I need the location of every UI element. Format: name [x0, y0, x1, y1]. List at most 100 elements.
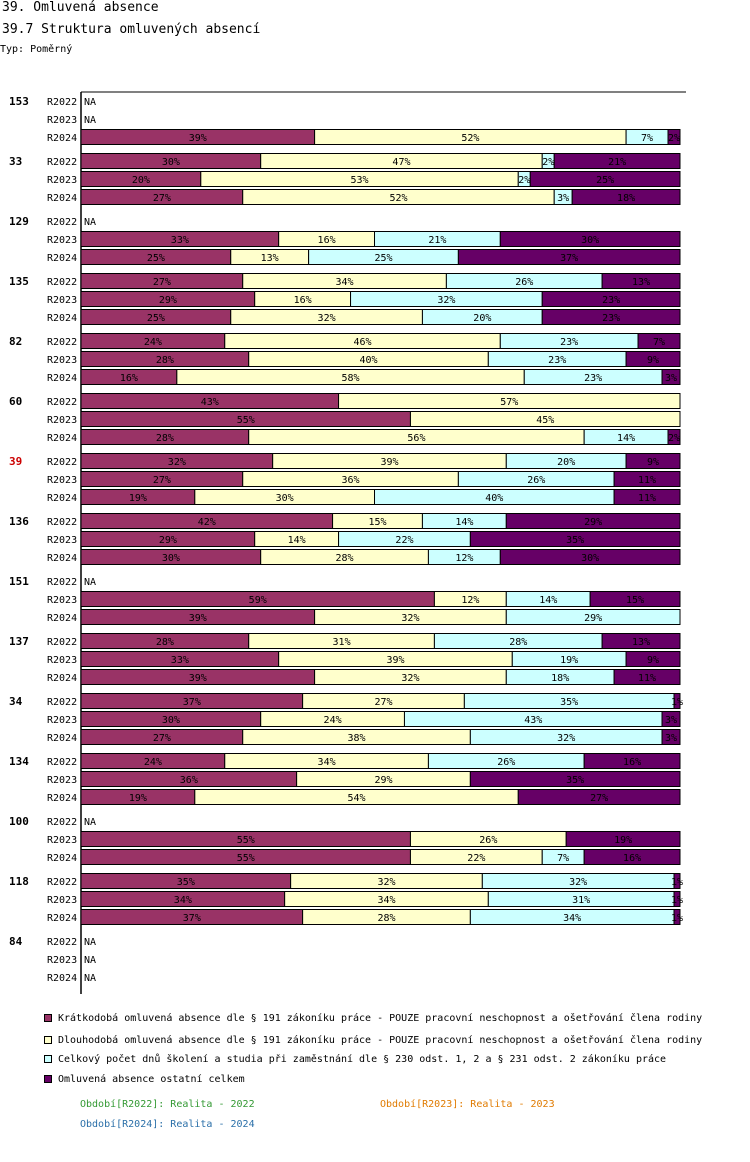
- bar-value-label: 24%: [324, 715, 342, 726]
- bar-value-label: 7%: [653, 337, 665, 348]
- bar-segment: [673, 909, 681, 925]
- bar-value-label: 27%: [590, 793, 608, 804]
- bar-value-label: 3%: [665, 733, 677, 744]
- period-label: R2022: [47, 97, 77, 108]
- period-label: R2024: [47, 733, 77, 744]
- na-label: NA: [84, 973, 96, 984]
- bar-segment: [661, 369, 681, 385]
- bar-value-label: 29%: [374, 775, 392, 786]
- bar-value-label: 34%: [377, 895, 395, 906]
- period-label: R2024: [47, 433, 77, 444]
- bar-value-label: 25%: [374, 253, 392, 264]
- bar-value-label: 19%: [614, 835, 632, 846]
- bar-value-label: 26%: [497, 757, 515, 768]
- bar-value-label: 40%: [485, 493, 503, 504]
- period-label: R2023: [47, 415, 77, 426]
- period-label: R2022: [47, 877, 77, 888]
- na-label: NA: [84, 577, 96, 588]
- period-label: R2022: [47, 937, 77, 948]
- period-label: R2023: [47, 355, 77, 366]
- chart-area: 153 R2022 NA R2023 NA R2024 39% 52% 7% 2% 33 R2022 3…: [9, 91, 686, 994]
- bar-value-label: 58%: [342, 373, 360, 384]
- bar-value-label: 35%: [177, 877, 195, 888]
- period-label: R2024: [47, 973, 77, 984]
- bar-value-label: 23%: [560, 337, 578, 348]
- bar-value-label: 19%: [129, 793, 147, 804]
- period-label: R2022: [47, 637, 77, 648]
- period-legend-r2022: Období[R2022]: Realita - 2022: [80, 1099, 255, 1110]
- bar-value-label: 28%: [156, 637, 174, 648]
- bar-value-label: 32%: [401, 613, 419, 624]
- bar-segment: [571, 189, 681, 205]
- period-label: R2022: [47, 697, 77, 708]
- bar-value-label: 1%: [671, 697, 683, 708]
- period-label: R2022: [47, 757, 77, 768]
- bar-segment: [583, 849, 681, 865]
- bar-segment: [673, 873, 681, 889]
- bar-value-label: 26%: [479, 835, 497, 846]
- bar-segment: [409, 411, 681, 427]
- bar-segment: [661, 729, 681, 745]
- period-label: R2024: [47, 913, 77, 924]
- group-label: 118: [9, 875, 29, 888]
- period-label: R2023: [47, 115, 77, 126]
- period-label: R2022: [47, 577, 77, 588]
- bar-value-label: 18%: [617, 193, 635, 204]
- bar-value-label: 21%: [428, 235, 446, 246]
- bar-segment: [613, 669, 681, 685]
- period-label: R2023: [47, 295, 77, 306]
- bar-value-label: 47%: [392, 157, 410, 168]
- bar-value-label: 27%: [153, 193, 171, 204]
- bar-value-label: 27%: [153, 733, 171, 744]
- bar-segment: [637, 333, 681, 349]
- legend-swatch-short-term: [44, 1014, 52, 1022]
- na-label: NA: [84, 817, 96, 828]
- bar-value-label: 34%: [336, 277, 354, 288]
- group-label: 33: [9, 155, 22, 168]
- bar-value-label: 16%: [294, 295, 312, 306]
- bar-value-label: 14%: [539, 595, 557, 606]
- period-label: R2022: [47, 277, 77, 288]
- bar-value-label: 19%: [129, 493, 147, 504]
- bar-value-label: 29%: [159, 535, 177, 546]
- bar-value-label: 33%: [171, 235, 189, 246]
- period-label: R2022: [47, 517, 77, 528]
- group-label: 136: [9, 515, 29, 528]
- bar-value-label: 52%: [389, 193, 407, 204]
- bar-value-label: 20%: [557, 457, 575, 468]
- bar-segment: [673, 693, 681, 709]
- period-label: R2024: [47, 613, 77, 624]
- group-label: 60: [9, 395, 22, 408]
- chart-subtitle: 39.7 Struktura omluvených absencí: [2, 22, 261, 37]
- group-label: 84: [9, 935, 23, 948]
- bar-value-label: 35%: [566, 535, 584, 546]
- na-label: NA: [84, 217, 96, 228]
- legend-label-other: Omluvená absence ostatní celkem: [58, 1074, 245, 1085]
- bar-value-label: 34%: [174, 895, 192, 906]
- bar-value-label: 46%: [353, 337, 371, 348]
- bar-segment: [625, 453, 681, 469]
- period-label: R2023: [47, 715, 77, 726]
- bar-value-label: 25%: [596, 175, 614, 186]
- bar-value-label: 57%: [500, 397, 518, 408]
- bar-segment: [499, 549, 681, 565]
- bar-value-label: 2%: [542, 157, 554, 168]
- period-label: R2024: [47, 493, 77, 504]
- legend-item-long-term: Dlouhodobá omluvená absence dle § 191 zá…: [44, 1035, 702, 1046]
- na-label: NA: [84, 97, 96, 108]
- bar-value-label: 39%: [380, 457, 398, 468]
- bar-value-label: 32%: [569, 877, 587, 888]
- group-label: 151: [9, 575, 29, 588]
- bar-value-label: 32%: [318, 313, 336, 324]
- bar-value-label: 1%: [671, 895, 683, 906]
- bar-value-label: 11%: [638, 673, 656, 684]
- bar-value-label: 34%: [318, 757, 336, 768]
- period-label: R2023: [47, 235, 77, 246]
- period-label: R2022: [47, 817, 77, 828]
- bar-segment: [505, 609, 681, 625]
- bar-value-label: 40%: [359, 355, 377, 366]
- bar-value-label: 22%: [395, 535, 413, 546]
- bar-value-label: 32%: [401, 673, 419, 684]
- bar-value-label: 1%: [671, 877, 683, 888]
- bar-value-label: 7%: [557, 853, 569, 864]
